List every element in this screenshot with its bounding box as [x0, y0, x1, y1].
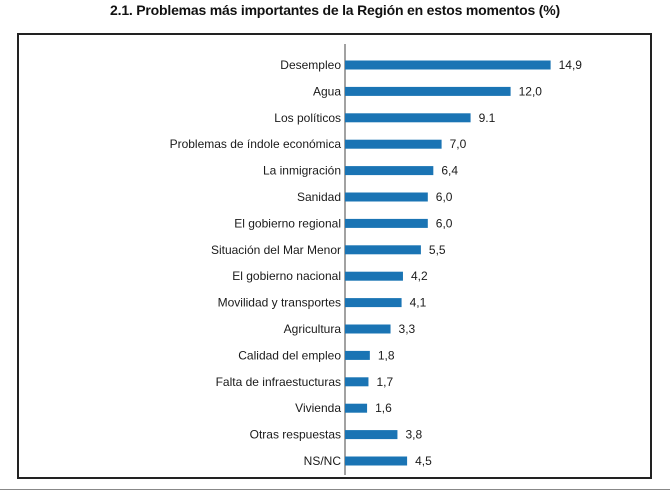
bar-agua	[345, 86, 511, 96]
value-label-desempleo: 14,9	[559, 58, 583, 72]
value-label-los-politicos: 9.1	[479, 111, 496, 125]
category-label-agua: Agua	[313, 84, 341, 98]
bottom-rule	[0, 489, 670, 490]
category-label-falta-de-infraestucturas: Falta de infraestucturas	[216, 375, 341, 389]
value-label-falta-de-infraestucturas: 1,7	[376, 375, 393, 389]
value-label-vivienda: 1,6	[375, 401, 392, 415]
value-label-agricultura: 3,3	[399, 322, 416, 336]
bar-agricultura	[345, 324, 391, 334]
category-label-el-gobierno-regional: El gobierno regional	[234, 216, 341, 230]
category-label-movilidad-y-transportes: Movilidad y transportes	[218, 296, 341, 310]
value-label-sanidad: 6,0	[436, 190, 453, 204]
category-label-desempleo: Desempleo	[280, 58, 341, 72]
value-label-la-inmigracion: 6,4	[441, 164, 458, 178]
chart-title: 2.1. Problemas más importantes de la Reg…	[110, 2, 560, 18]
value-label-problemas-de-indole-economica: 7,0	[450, 137, 467, 151]
bar-falta-de-infraestucturas	[345, 377, 369, 387]
bar-sanidad	[345, 192, 428, 202]
bar-la-inmigracion	[345, 166, 434, 176]
bar-vivienda	[345, 403, 368, 413]
bar-calidad-del-empleo	[345, 350, 370, 360]
bar-situacion-del-mar-menor	[345, 245, 421, 255]
category-label-vivienda: Vivienda	[295, 401, 341, 415]
bar-ns-nc	[345, 456, 408, 466]
category-label-otras-respuestas: Otras respuestas	[250, 428, 341, 442]
value-label-agua: 12,0	[519, 84, 543, 98]
category-label-problemas-de-indole-economica: Problemas de índole económica	[170, 137, 342, 151]
value-label-situacion-del-mar-menor: 5,5	[429, 243, 446, 257]
category-label-situacion-del-mar-menor: Situación del Mar Menor	[211, 243, 341, 257]
category-label-ns-nc: NS/NC	[304, 454, 342, 468]
value-label-movilidad-y-transportes: 4,1	[410, 296, 427, 310]
chart-frame	[17, 33, 652, 479]
bar-desempleo	[345, 60, 551, 70]
bar-otras-respuestas	[345, 430, 398, 440]
value-label-calidad-del-empleo: 1,8	[378, 348, 395, 362]
category-label-calidad-del-empleo: Calidad del empleo	[238, 348, 341, 362]
value-label-otras-respuestas: 3,8	[405, 428, 422, 442]
bar-los-politicos	[345, 113, 471, 123]
category-label-agricultura: Agricultura	[284, 322, 342, 336]
value-label-el-gobierno-nacional: 4,2	[411, 269, 428, 283]
bar-el-gobierno-regional	[345, 218, 428, 228]
bar-el-gobierno-nacional	[345, 271, 403, 281]
category-label-el-gobierno-nacional: El gobierno nacional	[232, 269, 341, 283]
value-label-el-gobierno-regional: 6,0	[436, 216, 453, 230]
bar-movilidad-y-transportes	[345, 298, 402, 308]
category-label-sanidad: Sanidad	[297, 190, 341, 204]
bar-problemas-de-indole-economica	[345, 139, 442, 149]
value-label-ns-nc: 4,5	[415, 454, 432, 468]
category-label-la-inmigracion: La inmigración	[263, 164, 341, 178]
category-label-los-politicos: Los políticos	[274, 111, 341, 125]
